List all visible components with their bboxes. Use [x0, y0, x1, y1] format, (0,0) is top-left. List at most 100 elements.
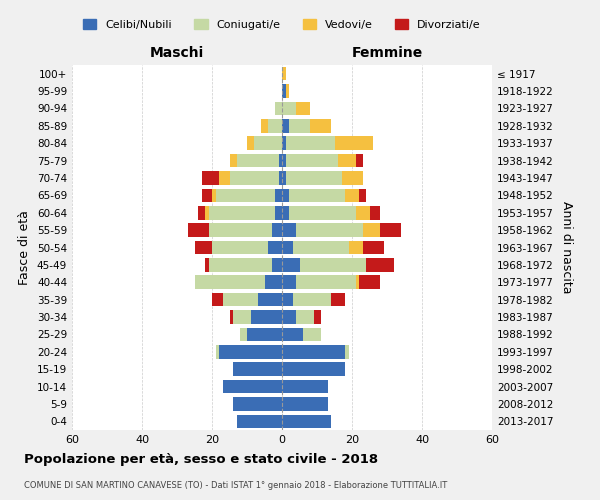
Bar	[265, 276, 282, 289]
Bar	[233, 397, 282, 410]
Bar	[282, 67, 286, 80]
Text: Popolazione per età, sesso e stato civile - 2018: Popolazione per età, sesso e stato civil…	[24, 452, 378, 466]
Bar	[296, 310, 314, 324]
Bar	[212, 240, 268, 254]
Bar	[219, 171, 229, 185]
Bar	[282, 171, 286, 185]
Bar	[209, 206, 275, 220]
Bar	[236, 154, 278, 168]
Bar	[296, 224, 362, 237]
Bar	[282, 414, 331, 428]
Bar	[275, 188, 282, 202]
Bar	[194, 240, 212, 254]
Bar	[282, 154, 286, 168]
Bar	[345, 188, 359, 202]
Bar	[275, 102, 282, 115]
Bar	[362, 240, 383, 254]
Bar	[240, 328, 247, 341]
Bar	[202, 188, 212, 202]
Bar	[289, 119, 310, 132]
Bar	[194, 276, 265, 289]
Y-axis label: Fasce di età: Fasce di età	[19, 210, 31, 285]
Bar	[187, 224, 209, 237]
Bar	[286, 154, 338, 168]
Bar	[349, 240, 362, 254]
Bar	[223, 380, 282, 394]
Bar	[278, 171, 282, 185]
Bar	[202, 171, 219, 185]
Bar	[282, 224, 296, 237]
Y-axis label: Anni di nascita: Anni di nascita	[560, 201, 573, 294]
Bar	[209, 258, 271, 272]
Bar	[229, 154, 236, 168]
Bar	[268, 119, 282, 132]
Bar	[282, 119, 289, 132]
Bar	[380, 224, 401, 237]
Text: Femmine: Femmine	[352, 46, 422, 60]
Bar	[303, 328, 320, 341]
Bar	[296, 276, 355, 289]
Bar	[335, 136, 373, 150]
Bar	[341, 171, 362, 185]
Bar	[293, 240, 349, 254]
Bar	[296, 102, 310, 115]
Bar	[275, 206, 282, 220]
Bar	[233, 310, 251, 324]
Bar	[229, 171, 278, 185]
Bar	[251, 310, 282, 324]
Bar	[282, 362, 345, 376]
Text: COMUNE DI SAN MARTINO CANAVESE (TO) - Dati ISTAT 1° gennaio 2018 - Elaborazione : COMUNE DI SAN MARTINO CANAVESE (TO) - Da…	[24, 480, 447, 490]
Bar	[282, 310, 296, 324]
Bar	[271, 224, 282, 237]
Bar	[359, 276, 380, 289]
Bar	[271, 258, 282, 272]
Bar	[212, 293, 223, 306]
Bar	[215, 345, 219, 358]
Bar	[219, 345, 282, 358]
Bar	[212, 188, 215, 202]
Bar	[236, 414, 282, 428]
Bar	[286, 84, 289, 98]
Bar	[205, 206, 209, 220]
Bar	[282, 397, 328, 410]
Bar	[282, 380, 328, 394]
Bar	[355, 154, 362, 168]
Bar	[362, 224, 380, 237]
Bar	[282, 136, 286, 150]
Bar	[282, 188, 289, 202]
Bar	[229, 310, 233, 324]
Bar	[282, 345, 345, 358]
Bar	[233, 362, 282, 376]
Bar	[299, 258, 366, 272]
Bar	[205, 258, 209, 272]
Legend: Celibi/Nubili, Coniugati/e, Vedovi/e, Divorziati/e: Celibi/Nubili, Coniugati/e, Vedovi/e, Di…	[83, 20, 481, 30]
Bar	[293, 293, 331, 306]
Bar	[310, 119, 331, 132]
Bar	[282, 328, 303, 341]
Bar	[286, 171, 341, 185]
Bar	[282, 258, 299, 272]
Bar	[286, 136, 335, 150]
Bar	[261, 119, 268, 132]
Bar	[345, 345, 349, 358]
Bar	[282, 102, 296, 115]
Bar	[331, 293, 345, 306]
Bar	[215, 188, 275, 202]
Bar	[268, 240, 282, 254]
Bar	[247, 136, 254, 150]
Bar	[370, 206, 380, 220]
Bar	[282, 276, 296, 289]
Bar	[366, 258, 394, 272]
Bar	[289, 188, 345, 202]
Bar	[289, 206, 355, 220]
Bar	[355, 276, 359, 289]
Bar	[355, 206, 370, 220]
Bar	[282, 84, 286, 98]
Bar	[278, 154, 282, 168]
Bar	[359, 188, 366, 202]
Bar	[247, 328, 282, 341]
Bar	[282, 293, 293, 306]
Bar	[257, 293, 282, 306]
Bar	[282, 206, 289, 220]
Text: Maschi: Maschi	[150, 46, 204, 60]
